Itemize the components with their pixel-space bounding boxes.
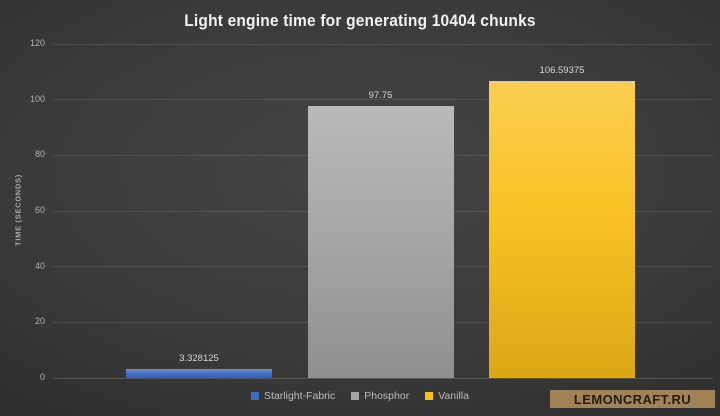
bar-starlight-fabric xyxy=(126,368,272,379)
bar-group-phosphor: 97.75 xyxy=(307,44,454,379)
legend-item-vanilla: Vanilla xyxy=(425,390,469,402)
legend-swatch-blue-icon xyxy=(251,392,260,400)
legend-item-starlight-fabric: Starlight-Fabric xyxy=(251,390,335,402)
plot-area: 3.328125 97.75 106.59375 xyxy=(53,43,713,379)
bar-group-vanilla: 106.59375 xyxy=(489,44,635,378)
bar-vanilla xyxy=(489,81,635,378)
legend-label: Vanilla xyxy=(438,390,469,402)
bar-group-starlight-fabric: 3.328125 xyxy=(126,44,272,379)
value-label-starlight-fabric: 3.328125 xyxy=(179,352,219,364)
legend-item-phosphor: Phosphor xyxy=(351,390,409,402)
legend-label: Phosphor xyxy=(364,390,410,402)
legend-label: Starlight-Fabric xyxy=(264,390,336,402)
chart-title: Light engine time for generating 10404 c… xyxy=(184,12,536,30)
legend: Starlight-Fabric Phosphor Vanilla xyxy=(0,390,720,402)
legend-swatch-gray-icon xyxy=(351,392,360,400)
value-label-phosphor: 97.75 xyxy=(368,89,393,101)
value-label-vanilla: 106.59375 xyxy=(539,65,585,77)
watermark-lemoncraft: LEMONCRAFT.RU xyxy=(550,390,715,408)
legend-swatch-yellow-icon xyxy=(425,392,434,400)
bar-phosphor xyxy=(307,105,454,379)
